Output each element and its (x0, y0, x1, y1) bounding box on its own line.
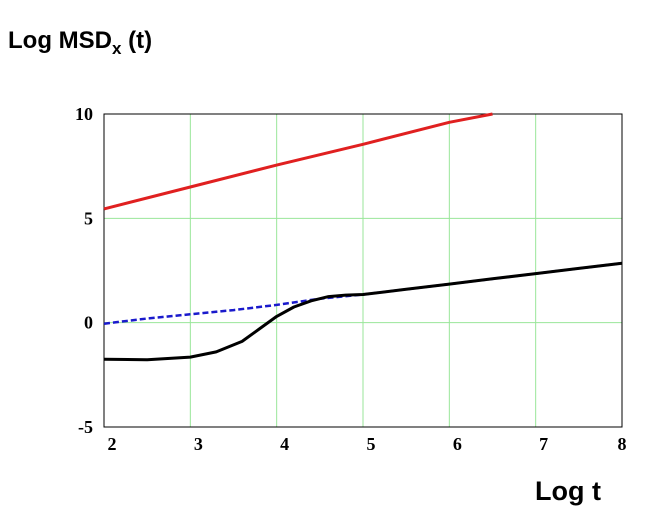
x-tick-label: 4 (280, 434, 289, 454)
y-axis-title-subscript: x (112, 39, 122, 58)
y-axis-title-suffix: (t) (121, 27, 152, 54)
y-axis-title: Log MSDx (t) (8, 27, 152, 58)
plot-frame (103, 113, 623, 428)
x-tick-label: 7 (539, 434, 548, 454)
y-tick-label: -5 (78, 417, 93, 437)
y-tick-label: 10 (75, 104, 93, 124)
series-layer (103, 112, 623, 362)
x-tick-label: 3 (194, 434, 203, 454)
x-tick-label: 5 (367, 434, 376, 454)
x-tick-label: 8 (618, 434, 627, 454)
grid (104, 114, 622, 427)
y-tick-labels: 10 5 0 -5 (75, 104, 93, 437)
y-tick-label: 0 (84, 313, 93, 333)
x-tick-labels: 2 3 4 5 6 7 8 (108, 434, 627, 454)
x-tick-label: 6 (453, 434, 462, 454)
x-tick-label: 2 (108, 434, 117, 454)
y-axis-title-main: Log MSD (8, 27, 112, 54)
x-axis-title: Log t (535, 476, 601, 506)
y-tick-label: 5 (84, 208, 93, 228)
series-line-3 (103, 261, 623, 362)
series-line-1 (103, 112, 493, 211)
